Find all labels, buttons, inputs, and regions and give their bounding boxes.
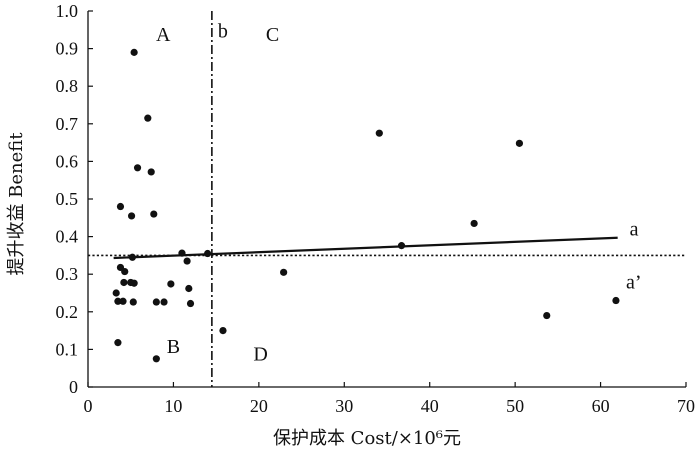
x-tick-label: 0 [84,396,93,416]
data-point [185,284,193,293]
x-tick-label: 50 [506,396,524,416]
x-tick-label: 10 [164,396,182,416]
data-point [129,298,137,306]
data-point [178,249,186,257]
axes [87,11,686,388]
data-point [183,257,191,265]
data-point [204,249,212,258]
trend-line-label: a [630,219,639,241]
y-tick-label: 0.5 [56,189,79,209]
y-tick-label: 0 [69,377,78,397]
data-point [116,202,125,211]
data-point [470,219,478,228]
x-tick-label: 20 [250,396,268,416]
trend-line-group [113,236,618,260]
data-point [612,296,620,305]
data-point [515,139,524,147]
quadrant-label: D [253,344,267,366]
x-axis-ticks: 0 10 20 30 40 50 60 70 [84,382,695,416]
data-point [160,298,168,306]
x-axis-title: 保护成本 Cost/×10⁶元 [273,428,461,449]
reference-lines [88,11,686,387]
quadrant-label: A [156,24,171,46]
x-tick-label: 40 [421,396,439,416]
x-tick-label: 60 [592,396,610,416]
data-point [130,48,138,56]
data-point [133,164,142,172]
y-axis-title: 提升收益 Benefit [6,132,27,276]
quadrant-label: C [266,24,279,46]
annotation-labels: A C B Db a a’ [156,20,642,365]
data-point [147,168,155,176]
y-tick-label: 0.4 [56,227,79,247]
y-tick-label: 0.2 [56,302,79,322]
data-point [543,311,551,320]
data-point [128,253,137,261]
data-point [127,212,136,220]
x-tick-label: 30 [335,396,353,416]
data-point [130,279,138,287]
y-tick-label: 1.0 [56,1,79,21]
data-point [152,355,160,363]
data-point [219,327,227,335]
data-point [120,278,128,287]
data-point [112,289,120,297]
y-tick-label: 0.6 [56,151,79,171]
y-tick-label: 0.8 [56,76,79,96]
y-axis-ticks: 0 0.1 0.2 0.3 0.4 0.5 0.6 0.7 0.8 0.9 1.0 [56,1,93,397]
data-point [152,298,160,306]
point-label: a’ [626,272,642,294]
data-point [144,114,152,122]
y-tick-label: 0.3 [56,264,79,284]
data-point [119,297,127,305]
data-point [121,267,129,276]
data-point [150,210,158,218]
x-tick-label: 70 [677,396,695,416]
data-point [114,339,122,347]
trend-line [113,236,618,260]
quadrant-label: B [167,336,180,358]
data-point [186,299,195,308]
data-point [375,129,383,137]
data-point [167,280,175,288]
y-tick-label: 0.7 [56,114,79,134]
data-point [114,297,122,305]
vertical-line-label: b [218,20,228,42]
data-point [397,242,406,250]
data-points [112,48,620,363]
data-point [280,268,288,276]
y-tick-label: 0.9 [56,39,79,59]
y-tick-label: 0.1 [56,339,79,359]
